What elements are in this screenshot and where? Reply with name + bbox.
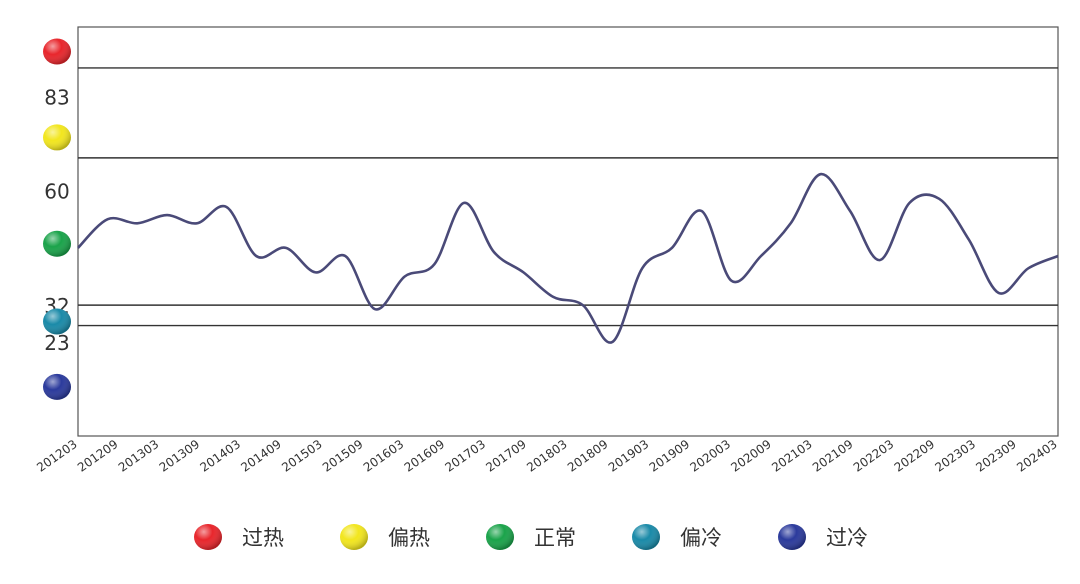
zone-marker — [43, 373, 71, 400]
x-tick-label: 201203 — [34, 437, 80, 475]
x-tick-label: 201309 — [157, 437, 203, 475]
x-tick-label: 201709 — [483, 437, 529, 475]
x-tick-label: 202209 — [892, 437, 938, 475]
x-tick-label: 201603 — [361, 437, 407, 475]
series-line — [77, 172, 1059, 344]
plot-frame — [77, 26, 1059, 437]
legend-label: 偏热 — [388, 526, 430, 550]
legend-label: 过冷 — [826, 526, 868, 550]
legend-item: 偏冷 — [632, 524, 722, 550]
x-tick-label: 201703 — [442, 437, 488, 475]
x-tick-label: 201503 — [279, 437, 325, 475]
legend-label: 正常 — [534, 526, 576, 550]
x-tick-label: 201509 — [320, 437, 366, 475]
x-tick-label: 201609 — [402, 437, 448, 475]
x-tick-label: 202009 — [728, 437, 774, 475]
x-tick-label: 201903 — [606, 437, 652, 475]
legend-label: 过热 — [242, 526, 284, 550]
x-tick-label: 201809 — [565, 437, 611, 475]
x-tick-label: 201409 — [238, 437, 284, 475]
x-tick-label: 202003 — [687, 437, 733, 475]
x-tick-label: 201209 — [75, 437, 121, 475]
y-tick-label: 23 — [44, 331, 69, 355]
legend-item: 偏热 — [340, 524, 430, 550]
legend-item: 过热 — [194, 524, 284, 550]
x-tick-label: 202309 — [973, 437, 1019, 475]
zone-marker — [43, 230, 71, 257]
y-tick-label: 83 — [44, 86, 69, 110]
legend-label: 偏冷 — [680, 526, 722, 550]
x-tick-label: 202203 — [851, 437, 897, 475]
x-tick-label: 202103 — [769, 437, 815, 475]
legend-item: 过冷 — [778, 524, 868, 550]
legend-item: 正常 — [486, 524, 576, 550]
x-tick-label: 201803 — [524, 437, 570, 475]
x-tick-label: 202403 — [1014, 437, 1060, 475]
x-tick-label: 202303 — [932, 437, 978, 475]
x-tick-label: 201909 — [647, 437, 693, 475]
zone-marker — [43, 38, 71, 65]
zone-marker — [43, 124, 71, 151]
y-tick-label: 60 — [44, 180, 69, 204]
zone-marker — [43, 308, 71, 335]
x-tick-label: 201403 — [197, 437, 243, 475]
x-tick-label: 201303 — [116, 437, 162, 475]
x-tick-label: 202109 — [810, 437, 856, 475]
